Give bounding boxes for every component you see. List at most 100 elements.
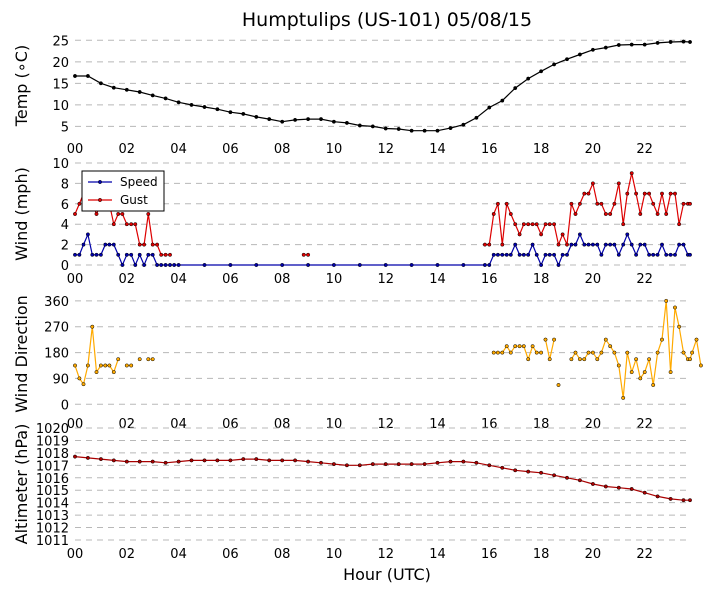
- x-tick-label: 00: [67, 547, 84, 562]
- data-point: [688, 201, 692, 206]
- data-point: [383, 462, 388, 467]
- data-point: [552, 252, 557, 257]
- x-tick-label: 08: [274, 417, 291, 432]
- data-point: [491, 350, 496, 355]
- data-point: [301, 252, 306, 257]
- data-point: [565, 242, 569, 247]
- data-point: [482, 242, 487, 247]
- data-point: [111, 370, 116, 375]
- series-line: [75, 232, 690, 267]
- x-tick-label: 02: [119, 417, 136, 432]
- data-point: [85, 232, 90, 237]
- data-point: [673, 191, 677, 196]
- data-point: [603, 484, 608, 489]
- data-point: [629, 42, 634, 47]
- data-point: [111, 242, 116, 247]
- data-point: [543, 337, 548, 342]
- data-point: [111, 85, 116, 90]
- data-point: [142, 242, 147, 247]
- data-point: [124, 459, 129, 464]
- data-point: [508, 252, 513, 257]
- data-point: [163, 96, 168, 101]
- y-tick-label: 1011: [36, 534, 69, 549]
- data-point: [698, 363, 703, 368]
- y-tick-label: 1012: [36, 522, 69, 537]
- x-tick-label: 02: [119, 547, 136, 562]
- legend-label: Gust: [120, 193, 148, 207]
- data-point: [521, 344, 526, 349]
- x-tick-label: 14: [429, 272, 446, 287]
- data-point: [357, 123, 362, 128]
- y-tick-label: 20: [52, 56, 69, 71]
- data-point: [73, 252, 77, 257]
- data-point: [673, 305, 677, 310]
- y-tick-label: 1019: [36, 434, 69, 449]
- data-point: [189, 102, 194, 107]
- data-point: [396, 127, 401, 131]
- y-tick-label: 10: [52, 99, 69, 114]
- data-point: [280, 458, 285, 463]
- data-point: [642, 490, 647, 495]
- x-tick-label: 16: [481, 417, 498, 432]
- x-tick-label: 10: [326, 272, 343, 287]
- data-point: [344, 463, 349, 468]
- y-tick-label: 1015: [36, 484, 69, 499]
- data-point: [681, 498, 686, 503]
- x-tick-label: 06: [222, 272, 239, 287]
- x-tick-label: 10: [326, 142, 343, 157]
- data-point: [629, 171, 634, 176]
- x-tick-label: 22: [636, 547, 653, 562]
- data-point: [565, 57, 569, 62]
- data-point: [517, 232, 522, 237]
- data-point: [487, 105, 492, 110]
- data-point: [73, 363, 77, 368]
- x-tick-label: 10: [326, 417, 343, 432]
- data-point: [306, 252, 311, 257]
- data-point: [504, 252, 509, 257]
- data-point: [552, 337, 557, 342]
- series-line: [544, 339, 555, 360]
- data-point: [500, 98, 505, 103]
- panel-2: 0 90 180 270 360 Wind Direction 00 02 04 06 08 10 12…: [12, 295, 703, 432]
- x-tick-label: 02: [119, 142, 136, 157]
- data-point: [116, 212, 121, 216]
- data-point: [111, 458, 116, 463]
- data-point: [228, 110, 233, 115]
- data-point: [634, 357, 639, 362]
- data-point: [660, 337, 664, 342]
- data-point: [90, 324, 95, 329]
- data-point: [595, 201, 600, 206]
- data-point: [142, 263, 147, 267]
- data-point: [629, 487, 634, 491]
- data-point: [629, 242, 634, 247]
- data-point: [409, 128, 414, 133]
- data-point: [396, 462, 401, 467]
- x-tick-label: 02: [119, 272, 136, 287]
- x-tick-label: 04: [170, 272, 187, 287]
- data-point: [487, 242, 492, 247]
- data-point: [513, 344, 518, 349]
- data-point: [612, 242, 617, 247]
- data-point: [357, 263, 362, 267]
- data-point: [681, 201, 686, 206]
- y-tick-label: 4: [61, 218, 69, 233]
- data-point: [409, 263, 414, 267]
- x-tick-label: 00: [67, 142, 84, 157]
- data-point: [73, 74, 77, 78]
- data-point: [577, 357, 582, 362]
- data-point: [526, 222, 531, 227]
- x-tick-label: 14: [429, 547, 446, 562]
- legend: Speed Gust: [81, 170, 165, 212]
- data-point: [642, 42, 647, 47]
- data-point: [638, 212, 643, 216]
- data-point: [482, 263, 487, 267]
- data-point: [547, 222, 552, 227]
- x-tick-label: 08: [274, 272, 291, 287]
- y-tick-label: 1013: [36, 509, 69, 524]
- data-point: [254, 263, 259, 267]
- data-point: [642, 242, 647, 247]
- data-point: [530, 222, 535, 227]
- data-point: [577, 478, 582, 483]
- data-point: [435, 460, 440, 465]
- data-point: [565, 252, 569, 257]
